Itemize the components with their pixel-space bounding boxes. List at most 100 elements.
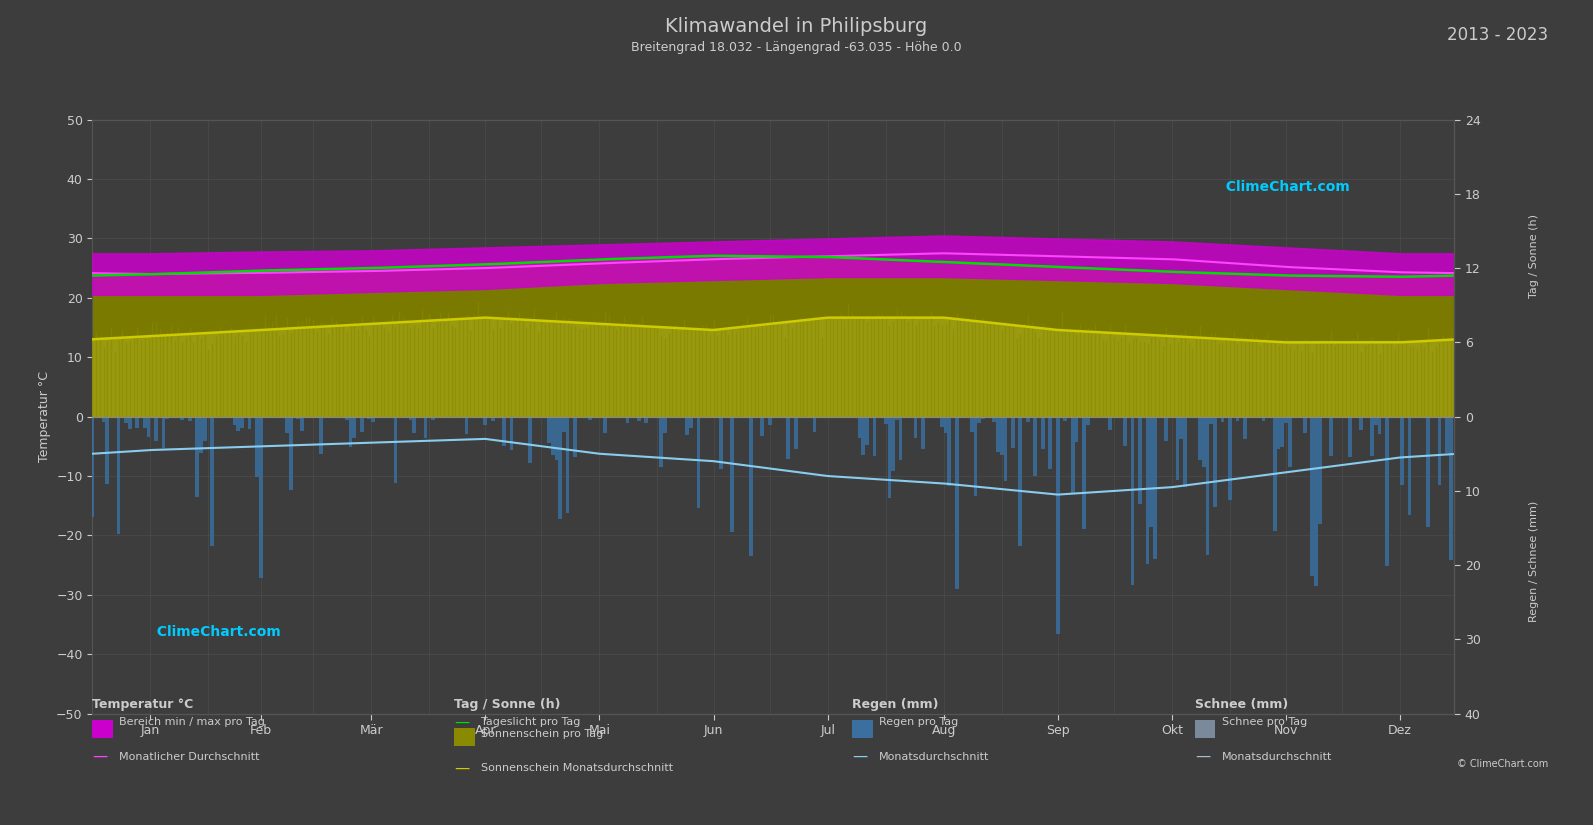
Bar [236, 417, 241, 431]
Bar [1348, 417, 1351, 457]
Bar [857, 417, 862, 437]
Bar [562, 417, 566, 432]
Bar [260, 417, 263, 578]
Bar [663, 417, 667, 432]
Bar [884, 417, 887, 424]
Bar [299, 417, 304, 431]
Bar [241, 417, 244, 428]
Bar [1150, 417, 1153, 527]
Bar [116, 417, 121, 534]
Bar [573, 417, 577, 457]
Bar [255, 417, 260, 477]
Bar [626, 417, 629, 423]
Bar [296, 417, 299, 419]
Bar [202, 417, 207, 441]
Bar [371, 417, 374, 422]
Bar [1040, 417, 1045, 450]
Bar [147, 417, 150, 437]
Bar [943, 417, 948, 432]
Bar [588, 417, 593, 420]
Bar [247, 417, 252, 429]
Bar [690, 417, 693, 428]
Bar [890, 417, 895, 471]
Bar [502, 417, 507, 446]
Bar [685, 417, 690, 436]
Text: Tag / Sonne (h): Tag / Sonne (h) [1529, 214, 1539, 298]
Text: Monatlicher Durchschnitt: Monatlicher Durchschnitt [119, 752, 260, 761]
Text: Tag / Sonne (h): Tag / Sonne (h) [454, 698, 561, 711]
Bar [1437, 417, 1442, 484]
Bar [793, 417, 798, 449]
Y-axis label: Temperatur °C: Temperatur °C [38, 371, 51, 462]
Bar [921, 417, 926, 449]
Bar [973, 417, 978, 496]
Bar [865, 417, 868, 445]
Bar [1075, 417, 1078, 442]
Bar [91, 417, 94, 517]
Bar [1329, 417, 1333, 455]
Bar [180, 417, 185, 420]
Bar [432, 417, 435, 420]
Bar [948, 417, 951, 487]
Bar [1359, 417, 1362, 430]
Bar [1176, 417, 1179, 479]
Bar [1139, 417, 1142, 504]
Bar [1212, 417, 1217, 507]
Bar [696, 417, 701, 507]
Bar [143, 417, 147, 428]
Text: Temperatur °C: Temperatur °C [92, 698, 194, 711]
Bar [199, 417, 202, 453]
Bar [926, 417, 929, 418]
Bar [996, 417, 1000, 452]
Bar [1064, 417, 1067, 422]
Bar [1145, 417, 1150, 563]
Bar [196, 417, 199, 497]
Bar [465, 417, 468, 435]
Bar [914, 417, 918, 438]
Bar [1012, 417, 1015, 448]
Bar [1209, 417, 1212, 425]
Bar [285, 417, 288, 433]
Bar [660, 417, 663, 468]
Bar [483, 417, 487, 425]
Text: Monatsdurchschnitt: Monatsdurchschnitt [879, 752, 989, 761]
Bar [1082, 417, 1086, 529]
Bar [352, 417, 357, 438]
Bar [558, 417, 562, 519]
Bar [491, 417, 495, 421]
Bar [1303, 417, 1306, 433]
Bar [760, 417, 765, 436]
Bar [1153, 417, 1157, 559]
Bar [1070, 417, 1075, 493]
Bar [135, 417, 139, 428]
Bar [1262, 417, 1265, 421]
Bar [1400, 417, 1403, 485]
Text: Tageslicht pro Tag: Tageslicht pro Tag [481, 717, 580, 727]
Bar [749, 417, 753, 555]
Bar [368, 417, 371, 419]
Bar [1281, 417, 1284, 447]
Bar [1236, 417, 1239, 421]
Bar [288, 417, 293, 490]
Bar [161, 417, 166, 448]
Bar [188, 417, 191, 421]
Bar [1026, 417, 1029, 422]
Text: © ClimeChart.com: © ClimeChart.com [1458, 759, 1548, 769]
Bar [898, 417, 903, 460]
Bar [1378, 417, 1381, 435]
Bar [1228, 417, 1231, 500]
Bar [127, 417, 132, 429]
Text: ClimeChart.com: ClimeChart.com [147, 625, 280, 639]
Bar [349, 417, 352, 446]
Bar [1314, 417, 1317, 586]
Bar [319, 417, 322, 454]
Bar [1048, 417, 1051, 469]
Bar [978, 417, 981, 423]
Bar [1220, 417, 1225, 422]
Bar [1086, 417, 1090, 425]
Bar [1373, 417, 1378, 425]
Bar [1445, 417, 1448, 454]
Bar [812, 417, 817, 432]
Bar [718, 417, 723, 469]
Bar [887, 417, 890, 498]
